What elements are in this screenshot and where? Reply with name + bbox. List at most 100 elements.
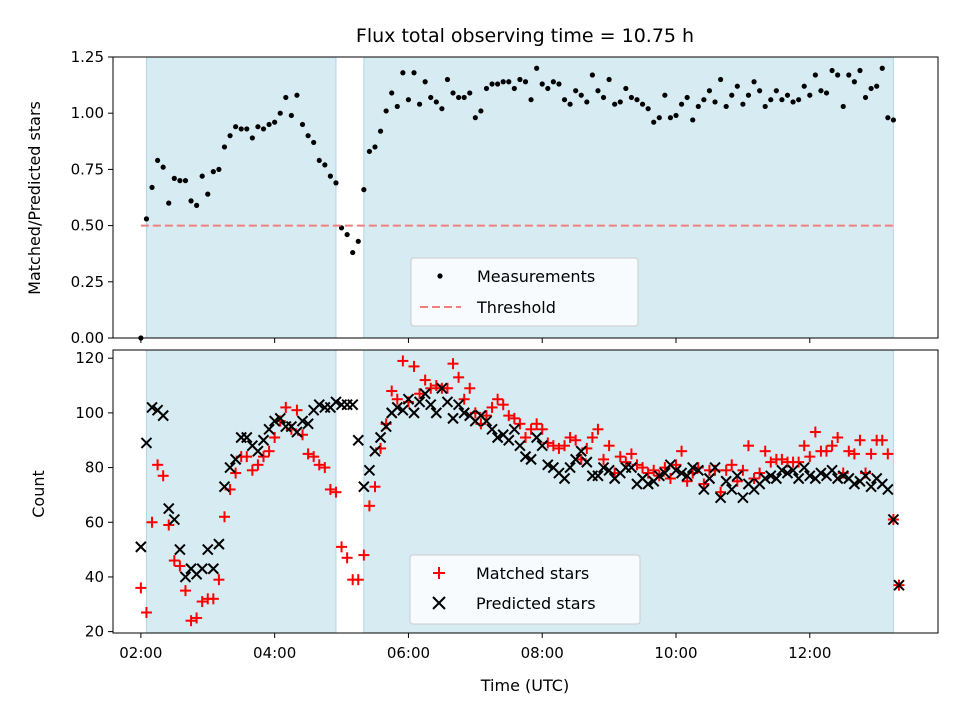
measurement-point bbox=[639, 101, 646, 107]
measurement-point bbox=[182, 178, 189, 184]
matched-star-point bbox=[620, 456, 632, 468]
measurement-point bbox=[757, 88, 763, 94]
matched-star-point bbox=[291, 404, 303, 416]
matched-star-point bbox=[324, 483, 336, 495]
predicted-star-point bbox=[174, 543, 186, 556]
measurement-point bbox=[171, 175, 177, 181]
measurement-point bbox=[283, 94, 289, 101]
matched-star-point bbox=[765, 456, 777, 468]
bottom-y-axis-label: Count bbox=[29, 470, 48, 518]
matched-star-point bbox=[648, 464, 660, 476]
x-axis-label: Time (UTC) bbox=[480, 676, 569, 695]
x-tick-label: 12:00 bbox=[788, 644, 831, 662]
matched-star-point bbox=[185, 615, 197, 627]
measurement-point bbox=[534, 65, 540, 71]
predicted-star-point bbox=[491, 431, 504, 444]
predicted-star-point bbox=[720, 475, 732, 487]
measurement-point bbox=[645, 106, 651, 112]
predicted-star-point bbox=[229, 453, 242, 466]
predicted-star-point bbox=[642, 478, 654, 490]
predicted-star-point bbox=[681, 470, 693, 482]
predicted-star-point bbox=[213, 538, 225, 550]
measurement-point bbox=[456, 94, 462, 101]
matched-star-point bbox=[843, 445, 855, 457]
predicted-star-point bbox=[268, 415, 281, 427]
x-tick-label: 02:00 bbox=[119, 644, 162, 662]
predicted-star-point bbox=[709, 461, 721, 474]
predicted-star-point bbox=[558, 472, 571, 485]
matched-star-point bbox=[135, 582, 147, 594]
matched-star-point bbox=[564, 431, 576, 443]
measurement-point bbox=[478, 108, 484, 114]
matched-star-point bbox=[865, 448, 877, 460]
predicted-star-point bbox=[569, 453, 582, 466]
measurement-point bbox=[483, 85, 490, 92]
predicted-star-point bbox=[436, 382, 448, 394]
predicted-star-point bbox=[291, 426, 303, 438]
measurement-point bbox=[272, 119, 278, 125]
measurement-point bbox=[673, 112, 679, 119]
matched-star-point bbox=[207, 593, 219, 605]
predicted-star-point bbox=[207, 563, 220, 575]
predicted-star-point bbox=[759, 472, 771, 485]
predicted-star-point bbox=[737, 491, 749, 504]
measurement-point bbox=[355, 238, 361, 244]
predicted-star-point bbox=[391, 401, 403, 414]
matched-star-point bbox=[464, 382, 476, 394]
predicted-star-point bbox=[441, 396, 454, 408]
measurement-point bbox=[773, 88, 779, 94]
predicted-star-point bbox=[458, 407, 470, 419]
legend-label-measurements: Measurements bbox=[477, 267, 595, 286]
shaded-interval bbox=[145, 349, 337, 634]
measurement-point bbox=[244, 126, 250, 132]
predicted-star-point bbox=[787, 464, 799, 477]
measurement-point bbox=[823, 90, 830, 96]
measurement-point bbox=[294, 92, 300, 98]
matched-star-point bbox=[804, 451, 816, 463]
predicted-star-point bbox=[163, 502, 175, 515]
measurement-point bbox=[584, 99, 590, 105]
measurement-point bbox=[495, 81, 501, 87]
matched-star-point bbox=[152, 459, 164, 471]
predicted-star-point bbox=[670, 464, 682, 477]
predicted-star-point bbox=[887, 513, 900, 526]
y-tick-label: 1.00 bbox=[71, 104, 104, 122]
measurement-point bbox=[299, 121, 306, 128]
measurement-point bbox=[288, 112, 294, 119]
matched-star-point bbox=[614, 451, 626, 463]
predicted-star-point bbox=[882, 483, 894, 496]
predicted-star-point bbox=[374, 431, 387, 444]
predicted-star-point bbox=[597, 461, 610, 474]
measurement-point bbox=[489, 81, 495, 87]
measurement-point bbox=[840, 103, 846, 110]
matched-star-point bbox=[191, 612, 203, 624]
measurement-point bbox=[890, 117, 897, 123]
top-panel: 0.00 0.25 0.50 0.75 1.00 1.25 Matched/Predict… bbox=[25, 48, 939, 347]
y-tick-label: 80 bbox=[85, 459, 104, 477]
measurement-point bbox=[467, 90, 473, 96]
matched-star-point bbox=[731, 475, 743, 487]
measurement-point bbox=[807, 92, 813, 98]
matched-star-point bbox=[458, 393, 470, 405]
matched-star-point bbox=[547, 440, 559, 452]
measurement-point bbox=[255, 124, 261, 130]
legend-label-predicted: Predicted stars bbox=[476, 594, 596, 613]
matched-star-point bbox=[848, 448, 860, 460]
measurement-point bbox=[160, 164, 166, 170]
matched-star-point bbox=[408, 360, 420, 372]
matched-star-point bbox=[826, 440, 838, 452]
matched-star-point bbox=[280, 401, 292, 413]
measurement-point bbox=[718, 76, 724, 83]
measurement-point bbox=[177, 178, 183, 184]
matched-star-point bbox=[168, 555, 180, 567]
predicted-star-point bbox=[603, 464, 615, 477]
predicted-star-point bbox=[519, 450, 532, 463]
measurement-point bbox=[205, 191, 211, 197]
matched-star-point bbox=[174, 560, 186, 572]
predicted-star-point bbox=[731, 470, 744, 482]
matched-star-point bbox=[486, 401, 498, 413]
matched-star-point bbox=[592, 423, 604, 435]
predicted-star-point bbox=[302, 418, 314, 430]
predicted-star-point bbox=[625, 461, 638, 474]
